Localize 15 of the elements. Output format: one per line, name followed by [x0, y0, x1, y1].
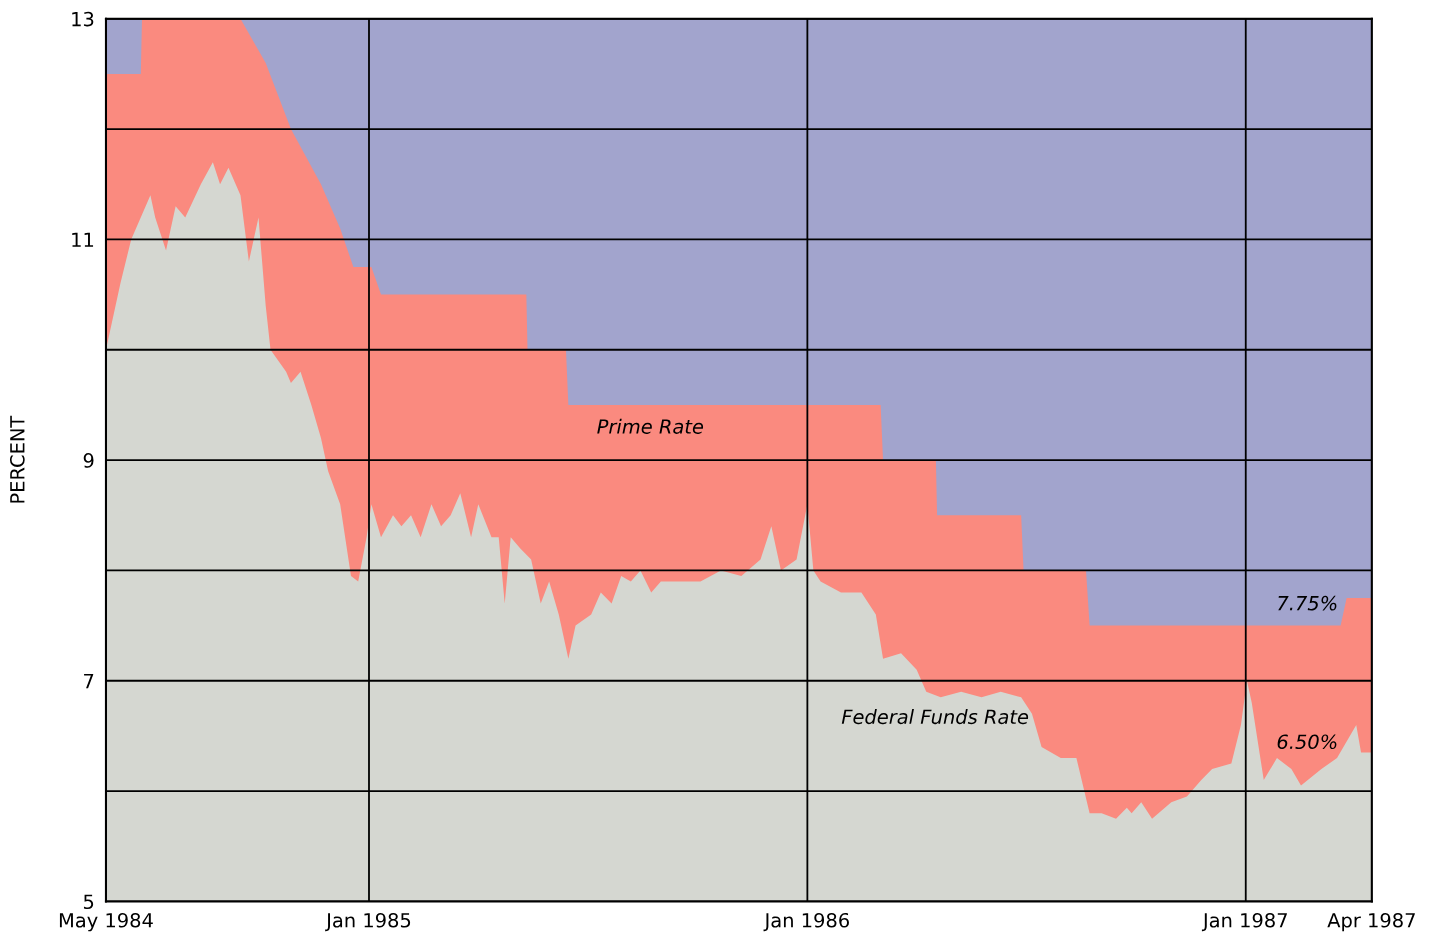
y-tick-label: 7 — [84, 673, 94, 689]
y-tick-label: 5 — [83, 894, 94, 910]
y-tick-label: 9 — [83, 453, 94, 468]
x-tick-label: Apr 1987 — [1327, 912, 1415, 932]
x-tick-label: Jan 1986 — [763, 912, 849, 932]
x-tick-label: Jan 1987 — [1201, 912, 1287, 932]
y-axis-title: PERCENT — [9, 415, 25, 503]
x-tick-label: May 1984 — [59, 912, 153, 932]
y-tick-label: 13 — [72, 11, 94, 27]
annotation: 6.50% — [1277, 734, 1337, 750]
y-tick-label: 11 — [72, 232, 94, 247]
x-tick-label: Jan 1985 — [325, 912, 411, 932]
series-label: Prime Rate — [597, 418, 704, 434]
annotation: 7.75% — [1278, 595, 1337, 611]
series-label: Federal Funds Rate — [841, 709, 1029, 725]
